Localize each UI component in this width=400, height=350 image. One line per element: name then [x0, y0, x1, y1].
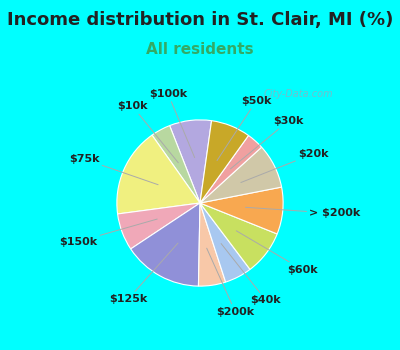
Text: $50k: $50k — [217, 96, 271, 161]
Text: $100k: $100k — [149, 89, 195, 158]
Wedge shape — [198, 203, 226, 286]
Wedge shape — [170, 120, 212, 203]
Wedge shape — [200, 121, 248, 203]
Wedge shape — [118, 203, 200, 249]
Text: $30k: $30k — [230, 116, 304, 169]
Text: $60k: $60k — [236, 231, 318, 275]
Text: $150k: $150k — [59, 219, 157, 246]
Wedge shape — [200, 187, 283, 234]
Wedge shape — [200, 135, 262, 203]
Text: > $200k: > $200k — [246, 207, 360, 218]
Wedge shape — [152, 126, 200, 203]
Text: City-Data.com: City-Data.com — [263, 89, 333, 99]
Wedge shape — [200, 203, 250, 282]
Text: $10k: $10k — [118, 102, 178, 163]
Text: Income distribution in St. Clair, MI (%): Income distribution in St. Clair, MI (%) — [7, 10, 393, 28]
Text: $20k: $20k — [241, 149, 328, 182]
Wedge shape — [200, 147, 282, 203]
Wedge shape — [131, 203, 200, 286]
Text: $75k: $75k — [69, 154, 158, 185]
Text: $125k: $125k — [109, 243, 178, 304]
Wedge shape — [117, 135, 200, 214]
Text: All residents: All residents — [146, 42, 254, 57]
Text: $200k: $200k — [207, 248, 254, 316]
Wedge shape — [200, 203, 277, 270]
Text: $40k: $40k — [221, 244, 281, 305]
